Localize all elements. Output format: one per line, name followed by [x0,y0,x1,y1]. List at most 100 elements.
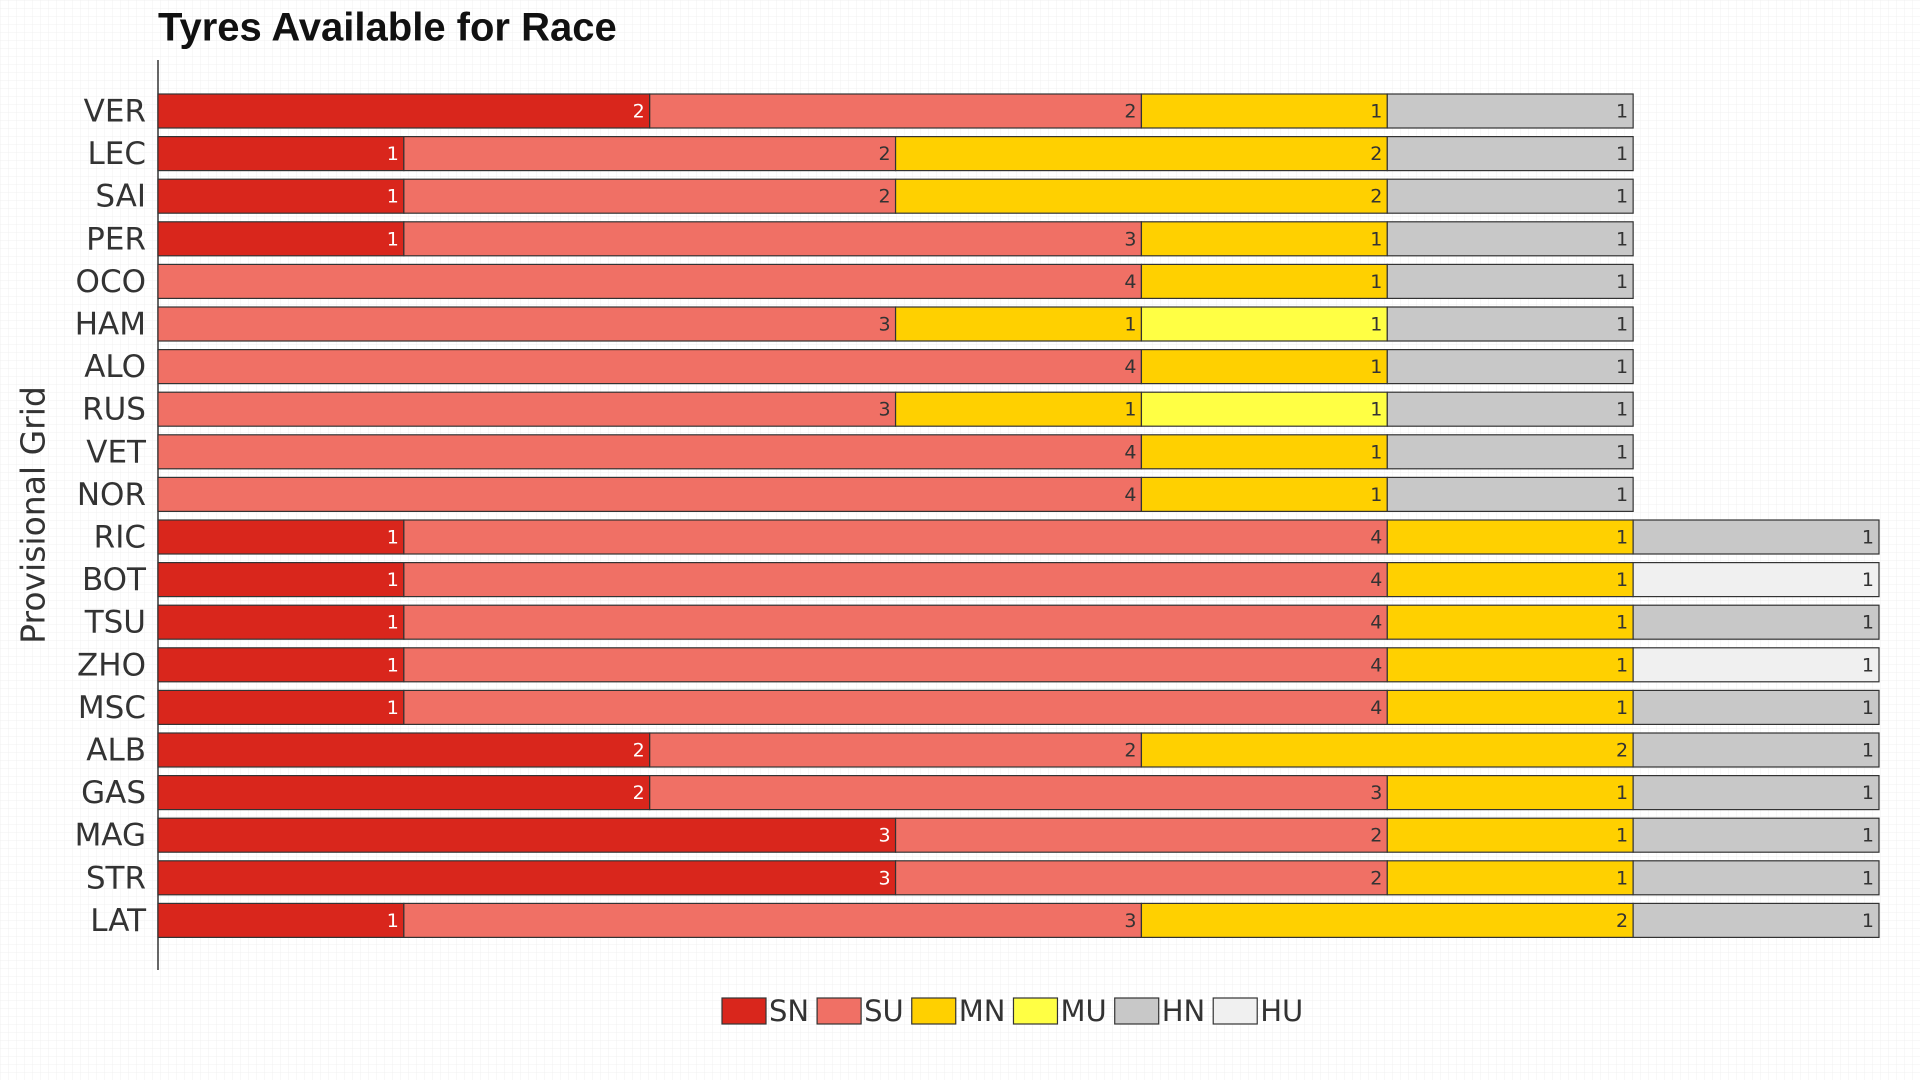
data-label: 1 [387,697,399,719]
bar-segment [1140,93,1388,129]
bar-segment [894,860,1388,896]
legend-label: SN [769,994,809,1028]
y-tick-label: HAM [75,307,146,343]
data-label: 1 [1370,356,1382,378]
data-label: 1 [1616,697,1628,719]
data-label: 1 [387,143,399,165]
data-label: 1 [1370,484,1382,506]
data-label: 2 [1370,143,1382,165]
bar-segment [1632,902,1880,939]
bar-segment [157,689,405,726]
bar-segment [403,604,1388,640]
bar-segment [1140,732,1634,768]
data-label: 2 [1370,186,1382,208]
bar-segment [1386,434,1634,470]
legend-label: SU [864,994,904,1028]
bar-segment [157,93,651,129]
bar-segment [1386,476,1634,512]
data-label: 1 [1370,399,1382,421]
data-label: 1 [1862,654,1874,676]
bar-segment [157,178,405,214]
data-label: 2 [878,186,890,208]
bar-segment [1632,732,1880,768]
bar-segment [649,732,1143,768]
data-label: 1 [1370,441,1382,463]
y-tick-label: BOT [82,562,147,598]
bar-segment [157,902,405,939]
data-label: 1 [1616,399,1628,421]
y-tick-label: ALO [84,349,146,385]
data-label: 1 [1370,314,1382,336]
data-label: 2 [1370,867,1382,889]
data-label: 4 [1370,569,1382,591]
bar-segment [1140,263,1388,299]
bar-segment [1632,604,1880,640]
bar-segment [1386,306,1634,342]
data-label: 1 [1616,527,1628,549]
bar-segment [157,561,405,598]
bar-segment [157,860,897,896]
data-label: 4 [1370,654,1382,676]
data-label: 1 [387,228,399,250]
data-label: 3 [878,399,890,421]
bar-segment [157,221,405,257]
bar-segment [1386,519,1634,555]
bar-segment [157,306,897,342]
bar-segment [1386,604,1634,640]
data-label: 1 [387,569,399,591]
data-label: 1 [1616,186,1628,208]
bar-segment [1386,349,1634,385]
bar-segment [1140,434,1388,470]
data-label: 3 [1124,910,1136,932]
y-tick-label: OCO [76,264,146,300]
y-tick-label: TSU [84,605,146,641]
data-label: 3 [878,825,890,847]
data-label: 1 [1616,569,1628,591]
data-label: 4 [1124,356,1136,378]
data-label: 2 [1616,740,1628,762]
data-label: 1 [1616,271,1628,293]
y-tick-label: STR [86,860,146,896]
data-label: 1 [1616,782,1628,804]
data-label: 4 [1124,484,1136,506]
bar-segment [157,604,405,640]
bar-segment [1140,391,1388,427]
data-label: 1 [1616,143,1628,165]
y-tick-label: ZHO [77,647,146,683]
bar-segment [157,391,897,427]
bar-segment [1386,689,1634,726]
bar-segment [157,774,651,811]
bar-segment [403,689,1388,726]
bar-segment [649,774,1388,811]
legend-swatch [721,997,767,1025]
y-tick-label: RIC [94,520,146,556]
bar-segment [649,93,1143,129]
data-label: 1 [1616,101,1628,123]
data-label: 1 [1616,612,1628,634]
data-label: 1 [1862,612,1874,634]
data-label: 1 [1862,910,1874,932]
data-label: 1 [1124,399,1136,421]
legend-label: MN [959,994,1006,1028]
data-label: 3 [878,314,890,336]
data-label: 1 [1616,654,1628,676]
legend-label: MU [1060,994,1106,1028]
y-tick-label: NOR [77,477,146,513]
data-label: 2 [1124,740,1136,762]
data-label: 1 [1862,527,1874,549]
bar-segment [157,136,405,172]
legend-swatch [1212,997,1258,1025]
bar-segment [157,647,405,683]
data-label: 2 [633,740,645,762]
bar-segment [1632,519,1880,555]
bar-segment [157,817,897,853]
y-tick-label: LEC [87,136,146,172]
y-axis-label: Provisional Grid [14,386,53,644]
bar-segment [1386,221,1634,257]
data-label: 1 [1862,569,1874,591]
bar-segment [1386,817,1634,853]
bar-segment [894,391,1143,427]
bar-segment [1386,647,1634,683]
bar-segment [1632,561,1880,598]
bar-segment [1386,561,1634,598]
